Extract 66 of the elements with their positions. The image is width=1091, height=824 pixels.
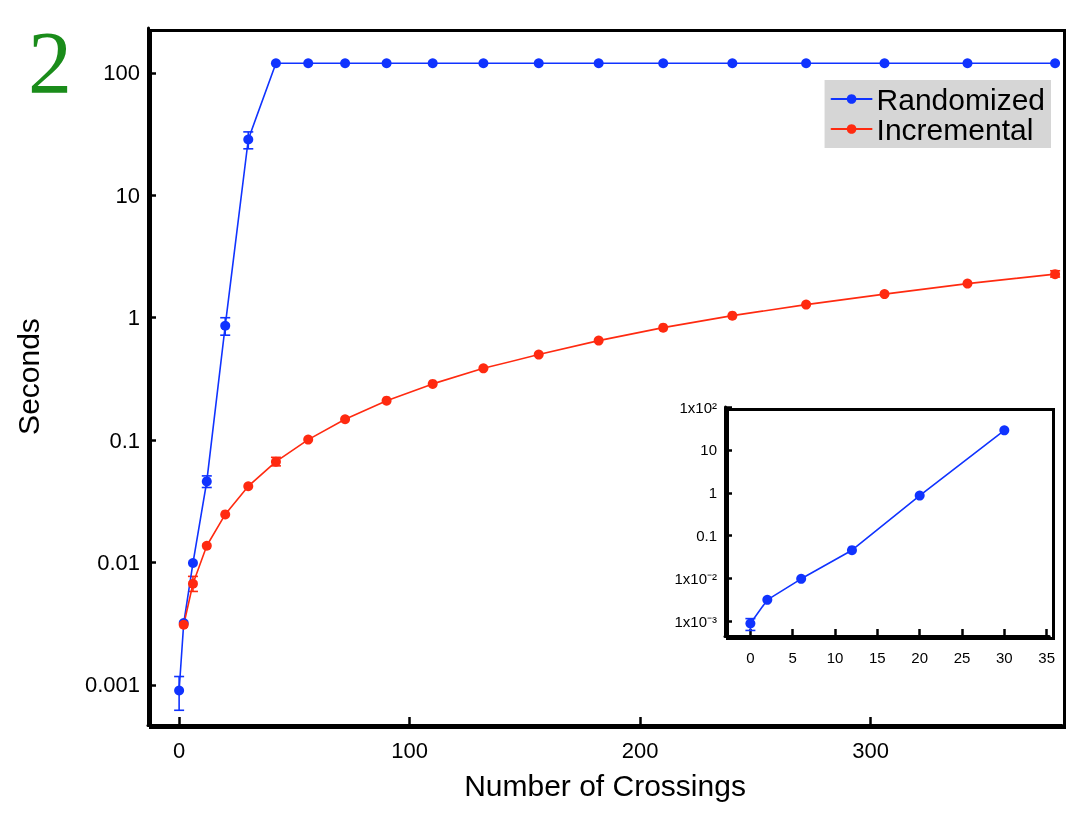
x-tick-label: 30 xyxy=(995,649,1013,666)
y-tick-label: 10 xyxy=(115,182,140,208)
point xyxy=(340,414,351,425)
x-tick-label: 15 xyxy=(869,649,886,666)
point xyxy=(879,289,890,300)
y-tick-label: 1x10⁻³ xyxy=(674,613,717,631)
point xyxy=(962,58,973,69)
point xyxy=(727,58,738,69)
point xyxy=(658,322,669,333)
point xyxy=(243,134,254,145)
y-tick-label: 0.01 xyxy=(97,549,140,575)
point xyxy=(201,540,212,551)
point xyxy=(381,58,392,69)
point xyxy=(243,481,254,492)
x-tick-label: 5 xyxy=(788,649,797,666)
point xyxy=(270,58,281,69)
point xyxy=(381,395,392,406)
x-tick-label: 100 xyxy=(391,737,428,763)
point xyxy=(593,335,604,346)
point xyxy=(727,310,738,321)
point xyxy=(593,58,604,69)
y-tick-label: 1x10² xyxy=(679,398,717,416)
point xyxy=(762,594,773,605)
point xyxy=(427,58,438,69)
point xyxy=(846,545,857,556)
point xyxy=(187,558,198,569)
point xyxy=(478,58,489,69)
point xyxy=(801,58,812,69)
y-tick-label: 1x10⁻² xyxy=(674,570,717,588)
point xyxy=(914,490,925,501)
point xyxy=(879,58,890,69)
y-tick-label: 0.001 xyxy=(84,672,140,698)
y-axis-title: Seconds xyxy=(11,318,45,435)
point xyxy=(303,434,314,445)
text: 2 xyxy=(28,13,72,111)
y-tick-label: 0.1 xyxy=(109,427,140,453)
point xyxy=(658,58,669,69)
point xyxy=(533,58,544,69)
x-tick-label: 0 xyxy=(746,649,755,666)
point xyxy=(303,58,314,69)
point xyxy=(174,685,185,696)
x-tick-label: 35 xyxy=(1038,649,1055,666)
y-tick-label: 10 xyxy=(700,441,717,459)
point xyxy=(220,320,231,331)
x-tick-label: 25 xyxy=(953,649,971,666)
point xyxy=(1050,58,1061,69)
point xyxy=(427,378,438,389)
point xyxy=(478,363,489,374)
point xyxy=(999,425,1010,436)
x-tick-label: 0 xyxy=(172,737,186,763)
point xyxy=(801,299,812,310)
y-tick-label: 1 xyxy=(708,484,717,502)
point xyxy=(220,509,231,520)
point xyxy=(187,578,198,589)
point xyxy=(340,58,351,69)
y-tick-label: 0.1 xyxy=(696,527,717,545)
x-axis-title: Number of Crossings xyxy=(464,768,746,802)
x-tick-label: 300 xyxy=(852,737,890,763)
y-tick-label: 100 xyxy=(103,60,140,86)
point xyxy=(796,573,807,584)
x-tick-label: 200 xyxy=(621,737,659,763)
point xyxy=(533,349,544,360)
point xyxy=(962,278,973,289)
x-tick-label: 20 xyxy=(911,649,929,666)
y-tick-label: 1 xyxy=(127,305,140,331)
x-tick-label: 10 xyxy=(826,649,844,666)
